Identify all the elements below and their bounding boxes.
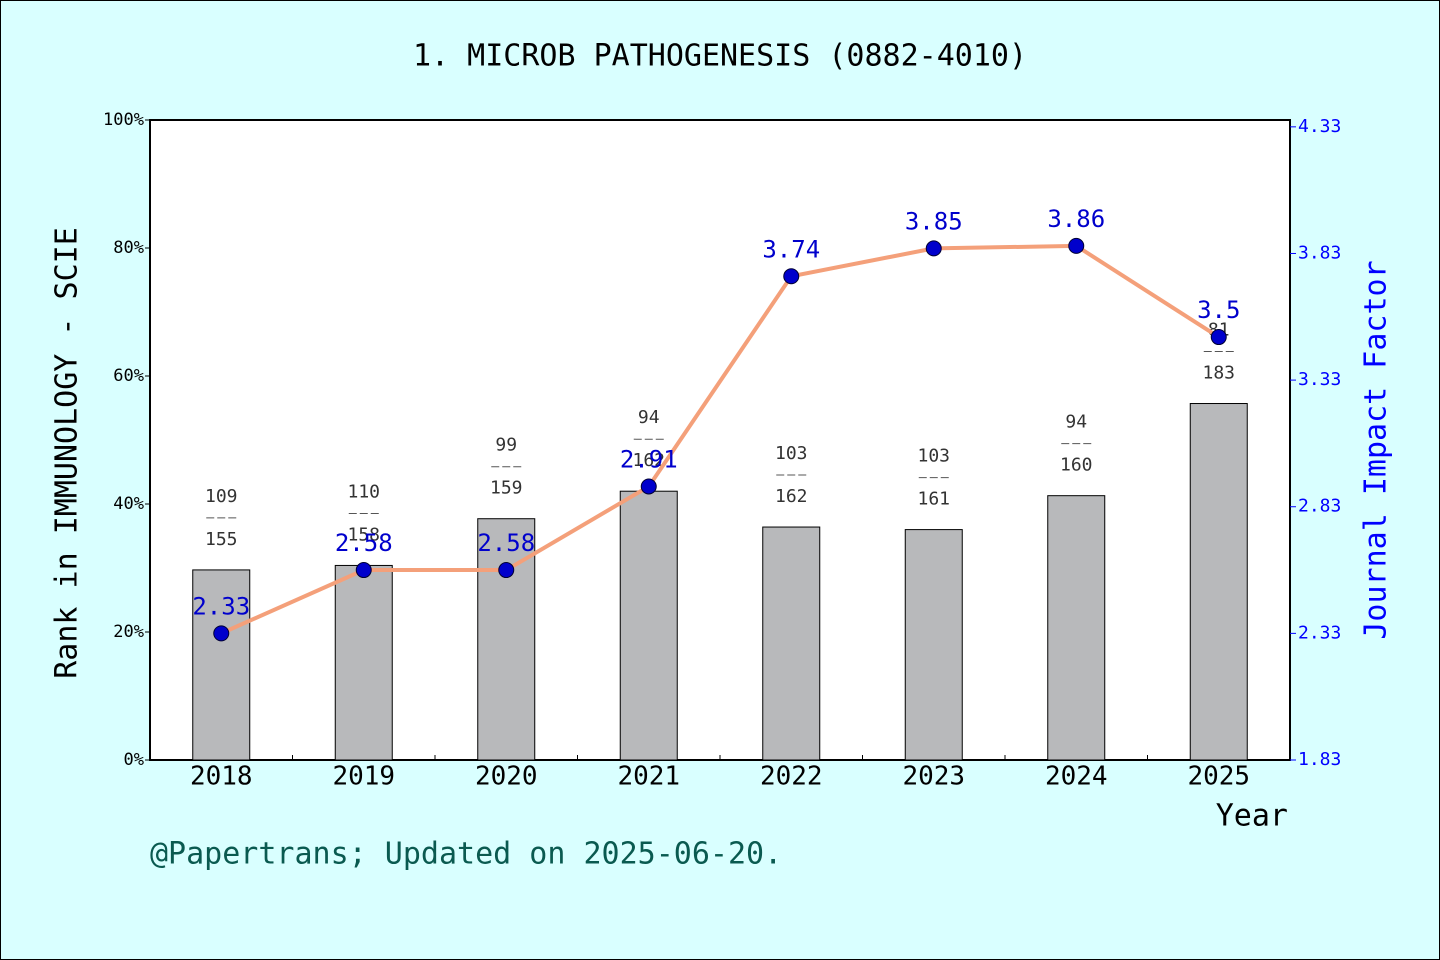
total-label: 159: [490, 478, 523, 499]
value-label: 3.86: [1047, 205, 1105, 233]
total-label: 162: [632, 450, 665, 471]
marker: [498, 562, 515, 579]
marker: [925, 240, 942, 257]
y2-tick-label: 3.83: [1298, 242, 1341, 263]
y2-tick-label: 1.83: [1298, 749, 1341, 770]
rank-label: 103: [775, 443, 808, 464]
y-tick-label: 80%: [113, 238, 144, 258]
marker: [640, 478, 657, 495]
x-axis-label: Year: [1216, 799, 1288, 834]
bar: [762, 526, 821, 761]
marker: [355, 562, 372, 579]
bar: [1189, 403, 1248, 761]
plot-area: [149, 119, 1291, 761]
x-tick-label: 2023: [902, 762, 965, 792]
total-label: 158: [347, 524, 380, 545]
x-tick-label: 2025: [1187, 762, 1250, 792]
x-tick-label: 2021: [617, 762, 680, 792]
value-label: 3.5: [1197, 296, 1240, 324]
total-label: 183: [1202, 363, 1235, 384]
rank-label: 109: [205, 486, 238, 507]
line: [220, 243, 1220, 636]
value-label: 2.91: [620, 445, 678, 473]
bar: [1047, 495, 1106, 761]
value-label: 2.58: [335, 529, 393, 557]
value-label: 3.74: [762, 235, 820, 263]
footer: @Papertrans; Updated on 2025-06-20.: [150, 837, 782, 872]
rank-label: 99: [495, 435, 517, 456]
bar: [619, 490, 678, 761]
rank-label: 94: [1065, 412, 1087, 433]
value-label: 2.33: [192, 592, 250, 620]
y-tick-label: 0%: [124, 750, 144, 770]
value-label: 2.58: [477, 529, 535, 557]
y-tick-label: 40%: [113, 494, 144, 514]
y2-tick-label: 3.33: [1298, 369, 1341, 390]
y2-tick-label: 2.83: [1298, 496, 1341, 517]
total-label: 161: [917, 489, 950, 510]
y2-axis-label: Journal Impact Factor: [1359, 260, 1394, 639]
rank-label: 94: [638, 407, 660, 428]
rank-label: 103: [917, 446, 950, 467]
total-label: 162: [775, 486, 808, 507]
y2-tick-label: 4.33: [1298, 116, 1341, 137]
y-tick-label: 60%: [113, 366, 144, 386]
y-axis-label: Rank in IMMUNOLOGY - SCIE: [50, 227, 85, 679]
y-tick-label: 20%: [113, 622, 144, 642]
total-label: 155: [205, 529, 238, 550]
x-tick-label: 2022: [760, 762, 823, 792]
y2-tick-label: 2.33: [1298, 622, 1341, 643]
x-tick-label: 2019: [332, 762, 395, 792]
x-tick-label: 2018: [190, 762, 253, 792]
chart-title: 1. MICROB PATHOGENESIS (0882-4010): [413, 39, 1027, 74]
x-tick-label: 2024: [1045, 762, 1108, 792]
bar: [192, 569, 251, 761]
marker: [1210, 329, 1227, 346]
x-tick-label: 2020: [475, 762, 538, 792]
total-label: 160: [1060, 455, 1093, 476]
y-tick-label: 100%: [103, 110, 144, 130]
marker: [213, 625, 230, 642]
marker: [1068, 237, 1085, 254]
bar: [334, 564, 393, 761]
bar: [904, 529, 963, 761]
marker: [783, 268, 800, 285]
rank-label: 110: [347, 481, 380, 502]
value-label: 3.85: [905, 207, 963, 235]
